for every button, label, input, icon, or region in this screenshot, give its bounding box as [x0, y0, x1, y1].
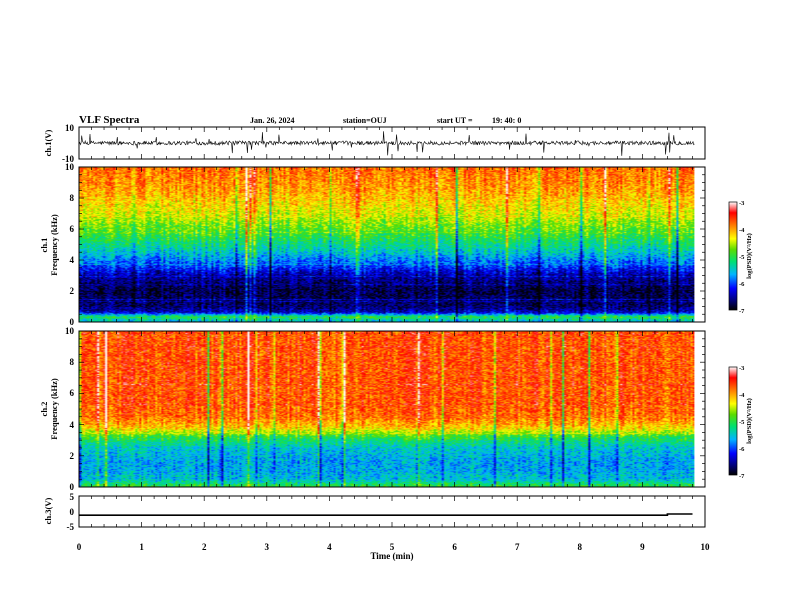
- ch2-freq-tick-4: 4: [70, 420, 75, 430]
- ch1-cb-tick-m4: -4: [739, 227, 745, 234]
- ch1-freq-tick-0: 0: [70, 317, 75, 327]
- ch1-freq-tick-10: 10: [65, 162, 75, 172]
- ch2-freq-tick-2: 2: [70, 451, 75, 461]
- ch1-waveform-trace: [78, 131, 695, 156]
- ch1-cb-tick-m6: -6: [739, 281, 745, 288]
- ch1-freq-tick-8: 8: [70, 193, 75, 203]
- ch1-waveform-panel: 10 -10 ch.1(V): [43, 123, 706, 164]
- ch2-colorbar: [728, 366, 738, 476]
- ch1-spectrogram-channel-label: ch.1: [39, 238, 49, 253]
- start-time-value: 19: 40: 0: [492, 116, 521, 125]
- ch1-spectrogram-image: [79, 167, 695, 322]
- xtick-9: 9: [640, 542, 645, 552]
- ch3-waveform-xticks: [78, 496, 706, 527]
- xtick-3: 3: [265, 542, 270, 552]
- ch3-waveform-ylabel: ch.3(V): [43, 497, 53, 524]
- ch2-freq-tick-10: 10: [65, 326, 75, 336]
- ch1-waveform-xticks: [78, 127, 706, 159]
- xtick-5: 5: [390, 542, 395, 552]
- xtick-4: 4: [327, 542, 332, 552]
- ch1-waveform-ylabel: ch.1(V): [43, 129, 53, 156]
- ch3-waveform-panel: 5 0 -5 ch.3(V): [43, 492, 706, 532]
- xtick-0: 0: [77, 542, 82, 552]
- xtick-6: 6: [452, 542, 457, 552]
- xtick-10: 10: [701, 542, 711, 552]
- ch1-freq-tick-2: 2: [70, 286, 75, 296]
- ch1-freq-tick-6: 6: [70, 224, 75, 234]
- ch2-freq-tick-6: 6: [70, 388, 75, 398]
- ch1-ytick-top: 10: [65, 123, 75, 133]
- ch2-cb-tick-m4: -4: [739, 392, 745, 399]
- ch2-cb-tick-m6: -6: [739, 446, 745, 453]
- ch2-spectrogram-image: [79, 331, 695, 487]
- ch2-freq-tick-0: 0: [70, 482, 75, 492]
- ch2-cb-tick-m7: -7: [739, 473, 745, 480]
- xtick-1: 1: [139, 542, 144, 552]
- ch1-spectrogram-ticks: [78, 166, 706, 323]
- x-axis: 0 1 2 3 4 5 6 7 8 9 10 Time (min): [77, 542, 710, 561]
- station-label: station=OUJ: [343, 116, 387, 125]
- x-axis-label: Time (min): [370, 551, 413, 561]
- ch2-colorbar-ticks: -3 -4 -5 -6 -7: [739, 365, 745, 480]
- ch2-spectrogram-ylabel: Frequency (kHz): [49, 378, 59, 440]
- ch2-colorbar-label: log(PSD)(V²/Hz): [746, 398, 753, 444]
- date-label: Jan. 26, 2024: [250, 116, 294, 125]
- ch1-cb-tick-m3: -3: [739, 200, 745, 207]
- ch2-spectrogram-ticks: [78, 330, 706, 488]
- ch2-spectrogram-panel: 0 2 4 6 8 10 ch.2 Frequency (kHz) -3 -4 …: [39, 326, 753, 492]
- ch1-colorbar: [728, 201, 738, 311]
- start-ut-label: start UT =: [437, 116, 473, 125]
- ch2-spectrogram-yticklabels: 0 2 4 6 8 10: [65, 326, 75, 492]
- xtick-8: 8: [578, 542, 583, 552]
- ch3-ytick-top: 5: [70, 492, 75, 502]
- ch1-freq-tick-4: 4: [70, 255, 75, 265]
- xtick-2: 2: [202, 542, 207, 552]
- ch1-cb-tick-m5: -5: [739, 254, 745, 261]
- ch3-ytick-mid: 0: [70, 507, 75, 517]
- ch3-waveform-trace: [79, 513, 693, 516]
- ch2-cb-tick-m3: -3: [739, 365, 745, 372]
- ch2-freq-tick-8: 8: [70, 357, 75, 367]
- ch1-colorbar-ticks: -3 -4 -5 -6 -7: [739, 200, 745, 315]
- ch2-cb-tick-m5: -5: [739, 419, 745, 426]
- ch2-spectrogram-channel-label: ch.2: [39, 402, 49, 417]
- ch1-spectrogram-ylabel: Frequency (kHz): [49, 214, 59, 276]
- xtick-7: 7: [515, 542, 520, 552]
- ch1-spectrogram-panel: 0 2 4 6 8 10 ch.1 Frequency (kHz) -3 -4 …: [39, 162, 753, 327]
- ch1-cb-tick-m7: -7: [739, 308, 745, 315]
- figure-title: VLF Spectra: [79, 114, 140, 126]
- ch1-ytick-bottom: -10: [62, 154, 74, 164]
- ch1-colorbar-label: log(PSD)(V²/Hz): [746, 233, 753, 279]
- ch1-spectrogram-yticklabels: 0 2 4 6 8 10: [65, 162, 75, 327]
- ch3-ytick-bottom: -5: [67, 522, 75, 532]
